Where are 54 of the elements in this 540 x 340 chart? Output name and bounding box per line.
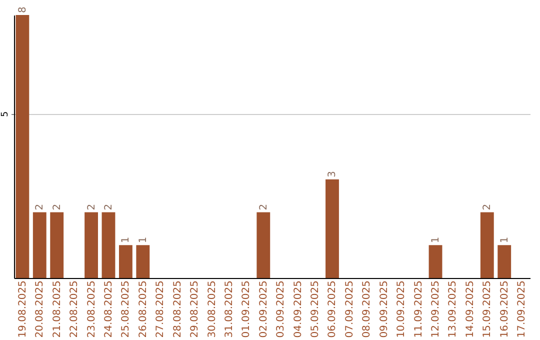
x-tick-label: 28.08.2025	[172, 280, 184, 338]
x-tick-label: 22.08.2025	[69, 280, 80, 338]
x-tick-label: 15.09.2025	[482, 280, 494, 338]
x-tick-label: 21.08.2025	[52, 280, 63, 338]
x-tick-label: 20.08.2025	[34, 280, 46, 338]
bar	[326, 179, 339, 278]
bar	[136, 245, 150, 278]
bar	[118, 245, 132, 278]
bar	[498, 245, 512, 278]
bar	[84, 212, 98, 278]
data-label: 1	[120, 236, 132, 244]
data-label: 1	[138, 236, 149, 244]
x-tick-label: 26.08.2025	[138, 280, 149, 338]
x-tick-label: 09.09.2025	[378, 280, 390, 338]
data-label: 2	[258, 204, 270, 210]
bar	[428, 245, 442, 278]
x-tick-label: 11.09.2025	[413, 280, 424, 338]
x-tick-label: 25.08.2025	[120, 280, 132, 338]
x-tick-label: 29.08.2025	[190, 280, 201, 338]
data-label: 3	[327, 171, 338, 178]
bar	[480, 212, 494, 278]
x-tick-label: 05.09.2025	[310, 280, 322, 338]
x-tick-label: 12.09.2025	[430, 280, 442, 338]
data-label: 1	[430, 236, 442, 244]
x-tick-label: 10.09.2025	[396, 280, 408, 338]
bar	[102, 212, 116, 278]
x-tick-label: 16.09.2025	[499, 280, 510, 338]
x-tick-label: 31.08.2025	[224, 280, 235, 338]
data-label: 2	[103, 204, 114, 210]
data-label: 8	[17, 6, 28, 13]
x-tick-label: 17.09.2025	[516, 280, 528, 338]
x-tick-label: 07.09.2025	[344, 280, 356, 338]
x-tick-label: 19.08.2025	[17, 280, 28, 338]
x-tick-label: 14.09.2025	[464, 280, 476, 338]
data-label: 2	[86, 204, 98, 210]
bar	[50, 212, 64, 278]
x-tick-label: 13.09.2025	[448, 280, 459, 338]
bar	[256, 212, 270, 278]
x-tick-label: 06.09.2025	[327, 280, 338, 338]
data-label: 2	[52, 204, 63, 210]
y-tick-label: 5	[0, 111, 10, 117]
data-label: 2	[482, 204, 494, 210]
x-tick-label: 24.08.2025	[103, 280, 114, 338]
x-tick-label: 03.09.2025	[276, 280, 287, 338]
data-label: 2	[34, 204, 46, 210]
x-tick-label: 30.08.2025	[206, 280, 218, 338]
x-tick-label: 01.09.2025	[241, 280, 252, 338]
data-label: 1	[499, 236, 510, 244]
x-tick-label: 02.09.2025	[258, 280, 270, 338]
x-tick-label: 08.09.2025	[362, 280, 373, 338]
bar	[32, 212, 46, 278]
x-tick-label: 04.09.2025	[292, 280, 304, 338]
x-tick-label: 23.08.2025	[86, 280, 98, 338]
x-tick-label: 27.08.2025	[155, 280, 166, 338]
